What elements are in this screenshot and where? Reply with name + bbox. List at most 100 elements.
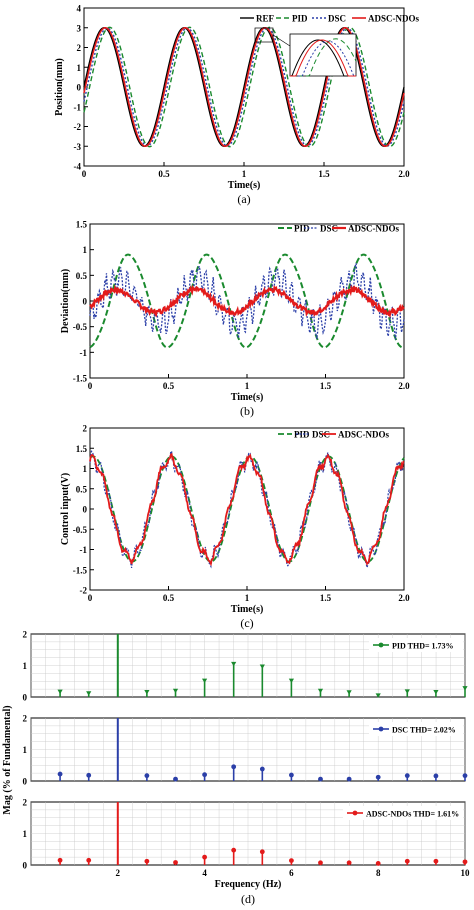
harmonic-marker [173,776,178,782]
y-tick-label: -1 [74,102,82,112]
y-tick-label: 0 [23,861,28,871]
y-tick-label: 1 [23,661,28,671]
harmonic-marker [57,857,63,863]
harmonic-marker [433,773,439,779]
harmonic-marker [144,689,150,695]
y-tick-label: 2 [83,424,88,434]
harmonic-marker [86,691,92,696]
x-tick-label: 2.0 [398,593,410,603]
series-line-adsc-ndos [89,452,405,567]
y-tick-label: 0 [83,505,88,515]
x-tick-label: 1 [242,169,247,179]
x-tick-label: 0.5 [158,169,170,179]
x-axis-label: Time(s) [231,392,264,403]
y-tick-label: 2 [23,714,28,724]
x-tick-label: 4 [202,868,207,878]
x-tick-label: 2.0 [398,169,410,179]
y-tick-label: 1 [83,464,88,474]
harmonic-marker [288,678,294,684]
harmonic-marker [57,689,63,695]
series-line-adsc-ndos [89,284,405,319]
x-tick-label: 2.0 [398,381,410,391]
harmonic-marker [317,688,324,694]
harmonic-marker [259,664,265,669]
y-tick-label: 0.5 [76,271,88,281]
harmonic-marker [231,847,237,853]
legend-label-dsc: DSC [312,430,330,440]
harmonic-marker [462,686,468,691]
y-tick-label: -2 [74,122,82,132]
x-tick-label: 1.5 [320,593,332,603]
legend-marker [378,642,384,648]
legend-label-dsc: DSC [320,224,338,234]
legend-marker [378,726,384,732]
y-tick-label: -1.5 [73,565,88,575]
harmonic-marker [86,772,92,778]
legend-label-pid: PID THD= 1.73% [392,642,454,651]
harmonic-marker [202,772,208,778]
harmonic-marker [433,858,439,864]
panel-label: (d) [241,892,255,906]
x-axis-label: Time(s) [228,180,261,191]
y-tick-label: -2 [80,586,88,596]
y-tick-label: -3 [74,142,82,152]
harmonic-marker [318,860,323,866]
y-tick-label: -0.5 [73,525,88,535]
y-tick-label: -1 [80,348,88,358]
y-tick-label: -4 [74,162,82,172]
harmonic-marker [231,661,237,667]
y-axis-label: Control input(V) [60,473,71,545]
x-tick-label: 1 [245,593,250,603]
legend-label-dsc: DSC THD= 2.02% [392,726,456,735]
x-tick-label: 6 [289,868,294,878]
legend-label-adsc-ndos: ADSC-NDOs THD= 1.61% [366,810,459,819]
series-line-dsc [83,27,405,147]
legend-bg [343,806,463,820]
legend-bg [369,722,463,736]
x-tick-label: 1 [245,381,250,391]
y-tick-label: 1.5 [76,444,88,454]
legend-label-pid: PID [292,14,308,24]
plot-frame-2 [89,427,405,591]
legend-label-adsc-ndos: ADSC-NDOs [368,14,420,24]
y-tick-label: 0 [23,777,28,787]
inset-line-ref [290,39,356,77]
y-tick-label: 3 [77,23,82,33]
y-tick-label: 2 [23,630,28,640]
x-axis-label: Time(s) [231,604,264,615]
legend-marker [352,810,358,816]
y-tick-label: -1.5 [73,374,88,384]
harmonic-marker [202,854,208,860]
x-tick-label: 0 [88,381,93,391]
harmonic-marker [231,764,237,770]
series-line-dsc [89,263,405,340]
harmonic-marker [404,689,410,694]
harmonic-marker [404,858,410,864]
harmonic-marker [144,773,150,779]
y-tick-label: 0 [77,83,82,93]
x-tick-label: 2 [116,868,121,878]
harmonic-marker [375,861,381,866]
panel-label: (b) [240,404,254,418]
harmonic-marker [433,689,439,695]
harmonic-marker [289,858,294,863]
y-axis-label: Position(mm) [54,58,65,116]
y-tick-label: 1 [77,63,82,73]
y-tick-label: 1 [83,245,88,255]
harmonic-marker [375,774,381,780]
harmonic-marker [346,776,352,782]
zoom-connector [272,34,291,47]
inset-line-adsc-ndos [290,39,356,77]
y-tick-label: 1 [23,745,28,755]
harmonic-marker [462,773,468,779]
y-axis-label: Mag (% of Fundamental) [2,705,13,814]
x-tick-label: 8 [376,868,381,878]
x-tick-label: 1.5 [318,169,330,179]
x-tick-label: 0.5 [163,593,175,603]
harmonic-marker [462,859,468,865]
y-tick-label: -1 [80,545,88,555]
legend-label-adsc-ndos: ADSC-NDOs [348,224,400,234]
x-tick-label: 0.5 [163,381,175,391]
legend-label-dsc: DSC [328,14,346,24]
y-tick-label: 1 [23,829,28,839]
